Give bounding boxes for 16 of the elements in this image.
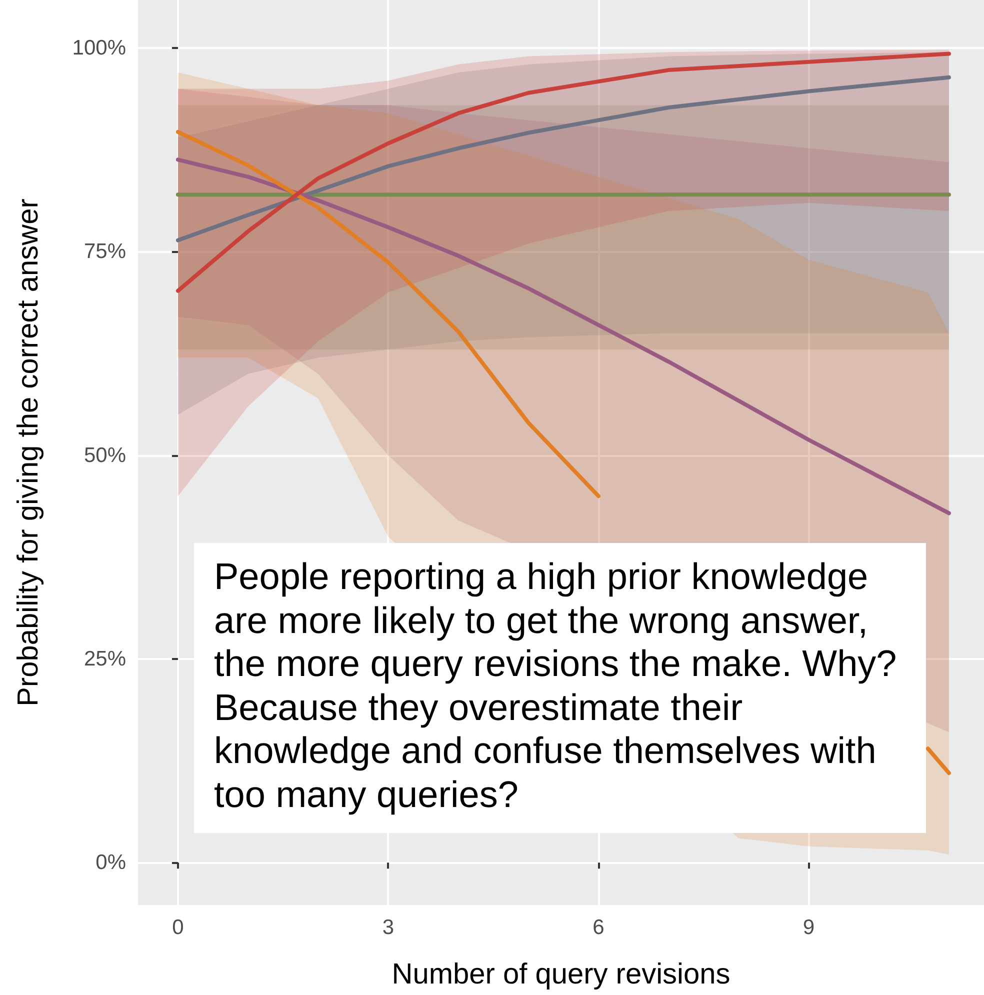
y-tick-label: 50% [84, 444, 126, 467]
annotation: People reporting a high prior knowledge are more likely to get the wrong answer, the more query revisions the make. Why? Because they overestimate their knowledge and confuse themselves with too many queries? [214, 555, 898, 816]
y-tick-label: 25% [84, 647, 126, 670]
y-tick-label: 0% [96, 851, 126, 874]
y-tick-label: 100% [72, 36, 126, 60]
y-axis-title: Probability for giving the correct answer [12, 198, 44, 706]
x-tick-label: 0 [172, 916, 184, 939]
line-series [176, 75, 951, 242]
line-series [176, 158, 951, 516]
x-tick-label: 3 [382, 916, 394, 939]
x-axis-title: Number of query revisions [392, 958, 730, 990]
line-series [176, 52, 951, 293]
x-tick-label: 9 [802, 916, 815, 939]
note-box: People reporting a high prior knowledge are more likely to get the wrong answer, the more query revisions the make. Why? Because they overestimate their knowledge and confuse themselves with too many queries? [194, 543, 926, 833]
x-tick-label: 6 [592, 916, 604, 939]
y-tick-label: 75% [84, 240, 126, 264]
